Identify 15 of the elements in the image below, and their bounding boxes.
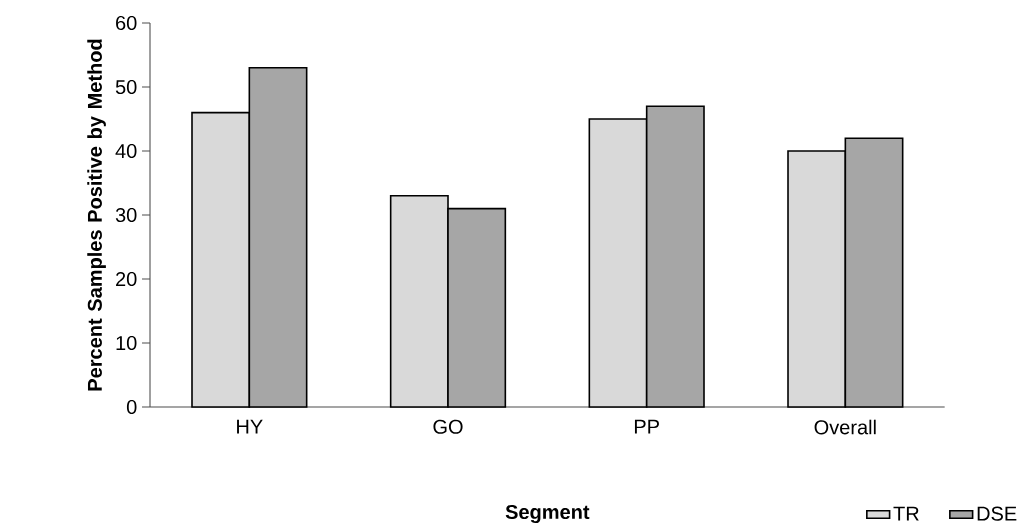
- y-tick-label: 60: [116, 15, 137, 31]
- y-tick-label: 30: [115, 207, 137, 223]
- x-tick-label: GO: [433, 419, 463, 434]
- y-tick-label: 20: [116, 271, 137, 287]
- x-tick-label: HY: [237, 419, 263, 434]
- x-axis-title: Segment: [505, 504, 590, 524]
- x-tick-label: PP: [634, 419, 659, 434]
- legend-label: DSE: [977, 506, 1017, 521]
- legend-label: TR: [893, 506, 919, 521]
- y-tick-label: 40: [115, 143, 137, 159]
- y-tick-label: 0: [126, 399, 137, 415]
- y-axis-title: Percent Samples Positive by Method: [87, 39, 106, 391]
- y-tick-label: 50: [115, 79, 137, 95]
- x-tick-label: Overall: [814, 419, 876, 435]
- y-tick-label: 10: [116, 335, 137, 351]
